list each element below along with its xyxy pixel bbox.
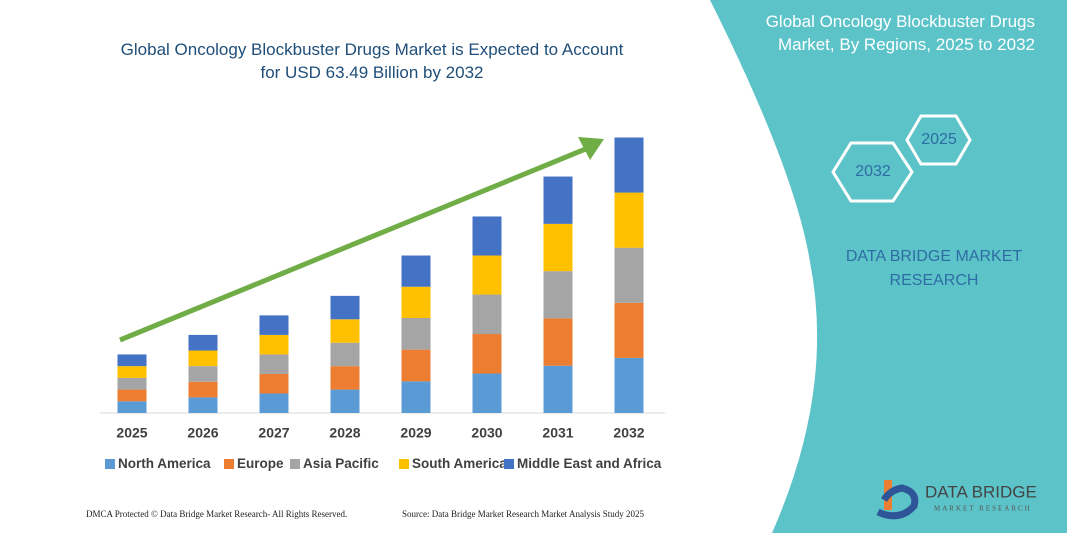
x-tick-label: 2026	[187, 425, 218, 441]
legend-label: Asia Pacific	[303, 456, 379, 471]
bar-segment	[614, 357, 644, 413]
bar-segment	[330, 389, 360, 413]
bar-segment	[472, 294, 502, 335]
bar-segment	[330, 319, 360, 343]
bar-segment	[472, 373, 502, 413]
bar-segment	[188, 334, 218, 351]
bar-segment	[259, 373, 289, 394]
hexagon-label: 2025	[921, 131, 957, 148]
bar-segment	[259, 315, 289, 335]
bar-segment	[188, 350, 218, 367]
hexagon-label: 2032	[855, 163, 891, 180]
bar-segment	[614, 137, 644, 193]
x-tick-label: 2025	[116, 425, 147, 441]
legend-label: Europe	[237, 456, 284, 471]
trend-arrow-head	[578, 137, 604, 160]
legend-label: South America	[412, 456, 507, 471]
bar-segment	[117, 389, 147, 402]
footer-right: Source: Data Bridge Market Research Mark…	[402, 509, 644, 519]
x-tick-label: 2027	[258, 425, 289, 441]
bar-segment	[330, 342, 360, 367]
chart-title: Global Oncology Blockbuster Drugs Market…	[120, 40, 624, 82]
panel-brand: DATA BRIDGE MARKET RESEARCH	[845, 248, 1023, 289]
hexagon	[831, 141, 914, 203]
bar-segment	[117, 354, 147, 367]
bar-segment	[543, 223, 573, 272]
bar-segment	[472, 216, 502, 256]
bar-segment	[401, 349, 431, 382]
x-tick-label: 2029	[400, 425, 431, 441]
footer-left: DMCA Protected © Data Bridge Market Rese…	[86, 509, 347, 519]
bar-segment	[330, 295, 360, 320]
bar-segment	[188, 381, 218, 398]
bar-segment	[472, 255, 502, 295]
bar-segment	[543, 365, 573, 413]
bar-segment	[401, 255, 431, 287]
bar-segment	[401, 381, 431, 413]
logo-curve	[876, 484, 919, 520]
bar-segment	[117, 377, 147, 390]
legend-label: Middle East and Africa	[517, 456, 662, 471]
legend-swatch	[290, 459, 300, 469]
bar-segment	[472, 334, 502, 374]
legend-swatch	[504, 459, 514, 469]
logo-tagline: MARKET RESEARCH	[934, 505, 1032, 513]
bar-segment	[259, 393, 289, 413]
legend-label: North America	[118, 456, 211, 471]
legend-swatch	[105, 459, 115, 469]
trend-arrow	[119, 145, 589, 343]
bar-segment	[543, 176, 573, 224]
legend-swatch	[399, 459, 409, 469]
x-tick-label: 2032	[613, 425, 644, 441]
logo-icon	[876, 480, 919, 520]
bar-segment	[614, 192, 644, 248]
bar-segment	[543, 318, 573, 366]
x-tick-label: 2031	[542, 425, 573, 441]
bar-segment	[330, 366, 360, 390]
bar-segment	[543, 271, 573, 319]
bar-segment	[259, 334, 289, 355]
x-tick-label: 2028	[329, 425, 360, 441]
bar-segment	[401, 317, 431, 350]
x-tick-label: 2030	[471, 425, 502, 441]
panel-title: Global Oncology Blockbuster Drugs Market…	[765, 12, 1035, 54]
bar-segment	[401, 286, 431, 318]
legend-swatch	[224, 459, 234, 469]
bar-segment	[117, 366, 147, 378]
bar-segment	[188, 397, 218, 413]
bar-segment	[614, 302, 644, 358]
side-panel-bg	[710, 0, 1067, 533]
bar-segment	[188, 366, 218, 382]
bar-segment	[259, 354, 289, 374]
bar-segment	[614, 247, 644, 303]
hexagon	[905, 114, 972, 166]
logo-name: DATA BRIDGE	[925, 482, 1037, 501]
bar-segment	[117, 401, 147, 413]
